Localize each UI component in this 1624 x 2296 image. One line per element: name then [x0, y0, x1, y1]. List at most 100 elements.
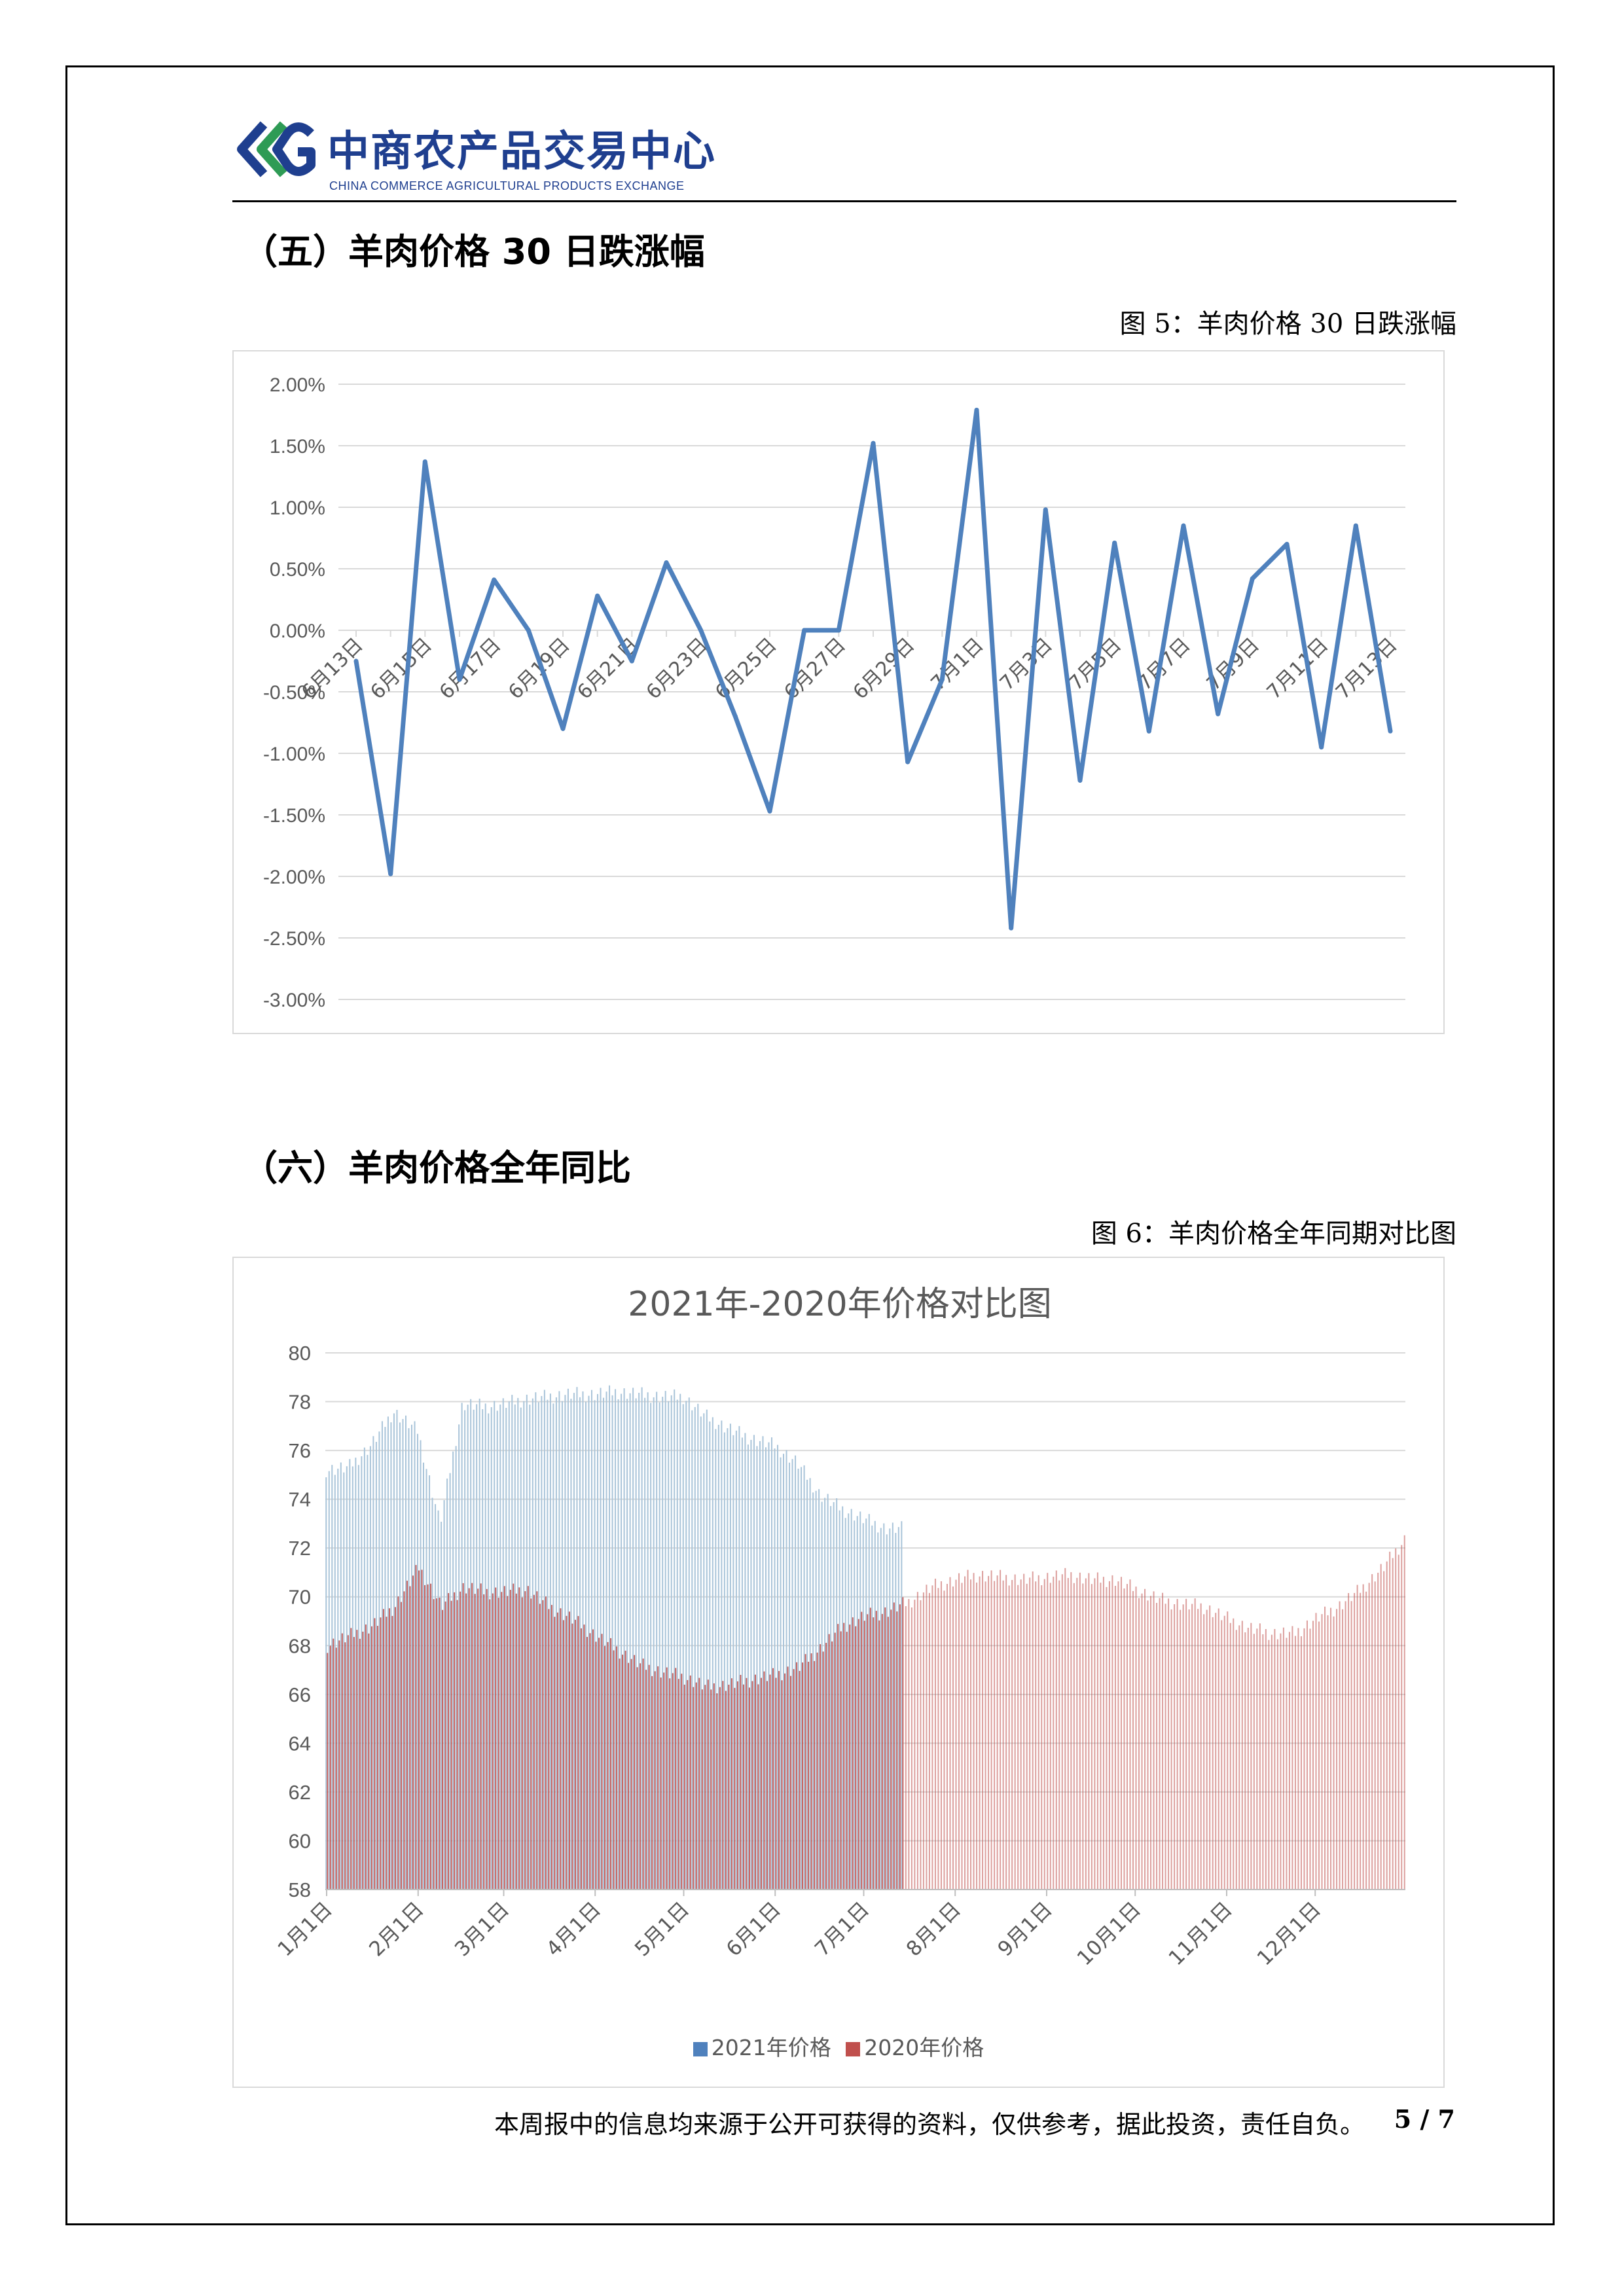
bar-2021	[526, 1394, 528, 1890]
bar-2021	[346, 1466, 348, 1890]
bar-2020	[1079, 1572, 1081, 1890]
bar-2021	[747, 1444, 749, 1890]
bar-2020	[497, 1598, 499, 1890]
bar-2021	[517, 1397, 519, 1890]
legend-item-2021: 2021年价格	[693, 2030, 831, 2062]
bar-2020	[1356, 1585, 1358, 1890]
bar-2021	[369, 1446, 371, 1890]
bar-2021	[650, 1403, 652, 1890]
bar-2020	[1247, 1628, 1249, 1890]
bar-2020	[1194, 1598, 1196, 1890]
bar-2020	[495, 1587, 497, 1890]
bar-2021	[414, 1421, 416, 1890]
bar-2020	[914, 1600, 916, 1890]
bar-2020	[356, 1630, 358, 1890]
bar-2021	[812, 1492, 814, 1890]
bar-2020	[754, 1674, 756, 1890]
bar-2020	[970, 1579, 972, 1890]
bar-2021	[605, 1391, 607, 1890]
bar-2021	[723, 1432, 725, 1890]
bar-2021	[355, 1458, 357, 1890]
bar-2021	[502, 1398, 504, 1890]
bar-2021	[795, 1455, 797, 1890]
bar-2021	[859, 1511, 861, 1890]
bar-2020	[822, 1651, 824, 1890]
bar-2020	[1020, 1579, 1022, 1890]
bar-2020	[1280, 1633, 1282, 1890]
bar-2021	[765, 1447, 767, 1890]
bar-2020	[450, 1600, 452, 1890]
bar-2020	[1002, 1580, 1004, 1890]
bar-2020	[890, 1609, 892, 1890]
bar-2020	[589, 1633, 591, 1890]
x-tick-label: 10月1日	[1073, 1897, 1146, 1970]
bar-2020	[1073, 1583, 1075, 1890]
bar-2020	[1132, 1590, 1134, 1890]
bar-2021	[644, 1397, 646, 1890]
bar-2020	[448, 1593, 450, 1890]
bar-2020	[1315, 1613, 1317, 1890]
bar-2020	[722, 1681, 724, 1890]
bar-2020	[442, 1609, 444, 1890]
bar-2021	[789, 1462, 791, 1890]
bar-2021	[603, 1397, 605, 1890]
bar-2021	[688, 1397, 690, 1890]
bar-2021	[818, 1489, 820, 1890]
bar-2021	[717, 1424, 719, 1890]
bar-2021	[803, 1465, 805, 1890]
bar-2021	[537, 1402, 539, 1890]
x-tick-label: 7月11日	[1263, 634, 1333, 704]
y-tick-label: 74	[289, 1488, 311, 1511]
bar-2020	[911, 1607, 912, 1890]
bar-2020	[949, 1577, 951, 1890]
bar-2021	[797, 1468, 799, 1890]
bar-2020	[1250, 1623, 1252, 1890]
bar-2020	[940, 1581, 942, 1890]
bar-2020	[1108, 1581, 1110, 1890]
data-point	[1043, 507, 1048, 512]
bar-2020	[840, 1631, 842, 1890]
bar-2021	[547, 1399, 549, 1890]
bar-2020	[1058, 1580, 1060, 1890]
bar-2020	[766, 1681, 768, 1890]
bar-2020	[374, 1618, 376, 1890]
bar-2020	[1374, 1581, 1376, 1890]
bar-2020	[675, 1668, 677, 1890]
bar-2020	[843, 1623, 845, 1890]
bar-2021	[821, 1501, 823, 1890]
bar-2021	[499, 1404, 501, 1890]
bar-2020	[1392, 1558, 1394, 1890]
y-tick-label: -1.00%	[263, 744, 325, 765]
bar-2020	[462, 1583, 464, 1890]
bar-2021	[405, 1415, 406, 1890]
bar-2021	[839, 1510, 840, 1890]
bar-2020	[566, 1615, 568, 1890]
bar-2020	[873, 1617, 875, 1890]
bar-2021	[470, 1399, 472, 1890]
bar-2020	[1303, 1628, 1305, 1890]
bar-2020	[347, 1635, 349, 1890]
bar-2020	[1055, 1570, 1057, 1890]
bar-2021	[372, 1436, 374, 1890]
bar-2021	[842, 1506, 844, 1890]
x-tick-label: 9月1日	[993, 1897, 1056, 1961]
bar-2020	[1150, 1596, 1152, 1890]
bar-2020	[1011, 1580, 1013, 1890]
bar-2020	[365, 1624, 367, 1890]
bar-2020	[719, 1687, 721, 1890]
bar-2021	[496, 1410, 498, 1890]
bar-2020	[852, 1617, 854, 1890]
data-point	[664, 560, 669, 565]
bar-2020	[1321, 1614, 1323, 1890]
bar-2020	[515, 1593, 517, 1890]
bar-2020	[683, 1684, 685, 1890]
bar-2020	[628, 1662, 630, 1890]
bar-2021	[473, 1409, 475, 1890]
bar-2020	[967, 1570, 969, 1890]
ccg-logo-icon	[237, 121, 316, 177]
bar-2020	[704, 1685, 706, 1890]
bar-2020	[1047, 1573, 1049, 1890]
bar-2021	[662, 1397, 664, 1890]
bar-2021	[523, 1401, 525, 1890]
bar-2021	[535, 1392, 537, 1890]
